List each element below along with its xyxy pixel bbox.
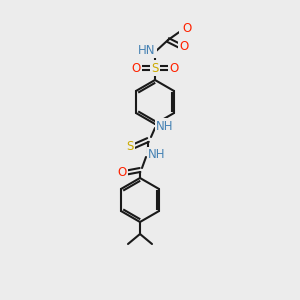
Text: HN: HN — [138, 44, 156, 56]
Text: O: O — [169, 61, 178, 74]
Text: NH: NH — [156, 119, 174, 133]
Text: O: O — [179, 40, 189, 53]
Text: O: O — [131, 61, 141, 74]
Text: O: O — [182, 22, 192, 34]
Text: O: O — [117, 167, 127, 179]
Text: S: S — [126, 140, 134, 154]
Text: O: O — [180, 22, 190, 34]
Text: S: S — [151, 61, 159, 74]
Text: NH: NH — [148, 148, 166, 161]
